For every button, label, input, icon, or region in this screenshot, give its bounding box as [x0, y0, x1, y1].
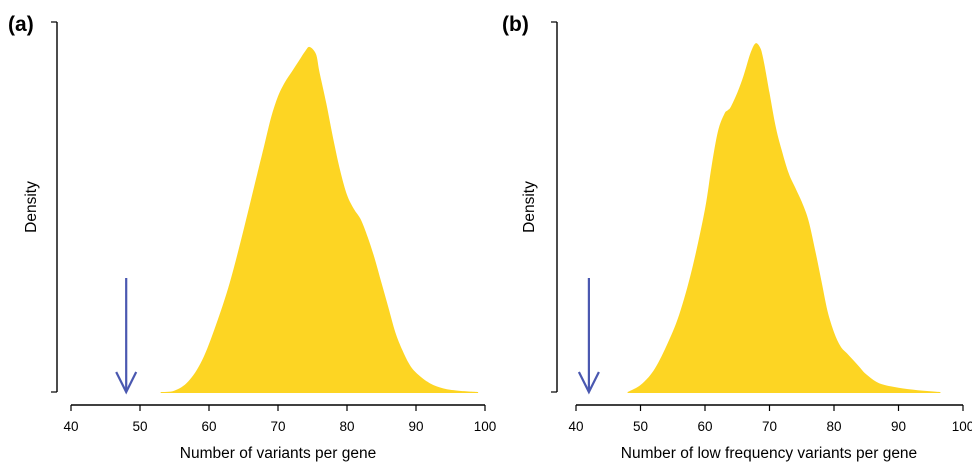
- x-axis-b-ticks: 40 50 60 70 80 90 100: [568, 405, 972, 434]
- observed-arrow-b: [577, 278, 600, 395]
- x-tick-label-b-50: 50: [633, 419, 648, 434]
- x-axis-b-title: Number of low frequency variants per gen…: [621, 445, 917, 462]
- x-tick-label-a-90: 90: [408, 419, 423, 434]
- x-tick-label-a-100: 100: [474, 419, 497, 434]
- y-axis-a-title: Density: [23, 181, 40, 233]
- panel-a-label: (a): [8, 13, 34, 36]
- x-tick-label-b-60: 60: [697, 419, 712, 434]
- y-axis-b-title: Density: [521, 181, 538, 233]
- density-area-b: [627, 43, 941, 393]
- x-axis-a-ticks: 40 50 60 70 80 90 100: [63, 405, 496, 434]
- panel-b-letter: b: [509, 13, 522, 36]
- x-tick-label-a-40: 40: [63, 419, 78, 434]
- x-tick-label-a-70: 70: [270, 419, 285, 434]
- x-axis-a-title: Number of variants per gene: [180, 445, 376, 462]
- x-tick-label-b-70: 70: [762, 419, 777, 434]
- density-area-a: [160, 46, 479, 393]
- x-tick-label-b-90: 90: [891, 419, 906, 434]
- x-tick-label-b-80: 80: [826, 419, 841, 434]
- x-tick-label-b-100: 100: [952, 419, 972, 434]
- observed-arrow-head-b: [577, 371, 600, 395]
- x-tick-label-b-40: 40: [568, 419, 583, 434]
- panel-a: (a) Density 40 50 60 70 80 90 100 Number of va…: [8, 13, 496, 462]
- panel-b-label: (b): [502, 13, 529, 36]
- observed-arrow-head-a: [115, 371, 138, 395]
- panel-a-letter: a: [15, 13, 27, 36]
- observed-arrow-a: [115, 278, 138, 395]
- panel-b: (b) Density 40 50 60 70 80 90 100 Number of lo…: [502, 13, 972, 462]
- x-tick-label-a-80: 80: [339, 419, 354, 434]
- x-tick-label-a-50: 50: [132, 419, 147, 434]
- x-tick-label-a-60: 60: [201, 419, 216, 434]
